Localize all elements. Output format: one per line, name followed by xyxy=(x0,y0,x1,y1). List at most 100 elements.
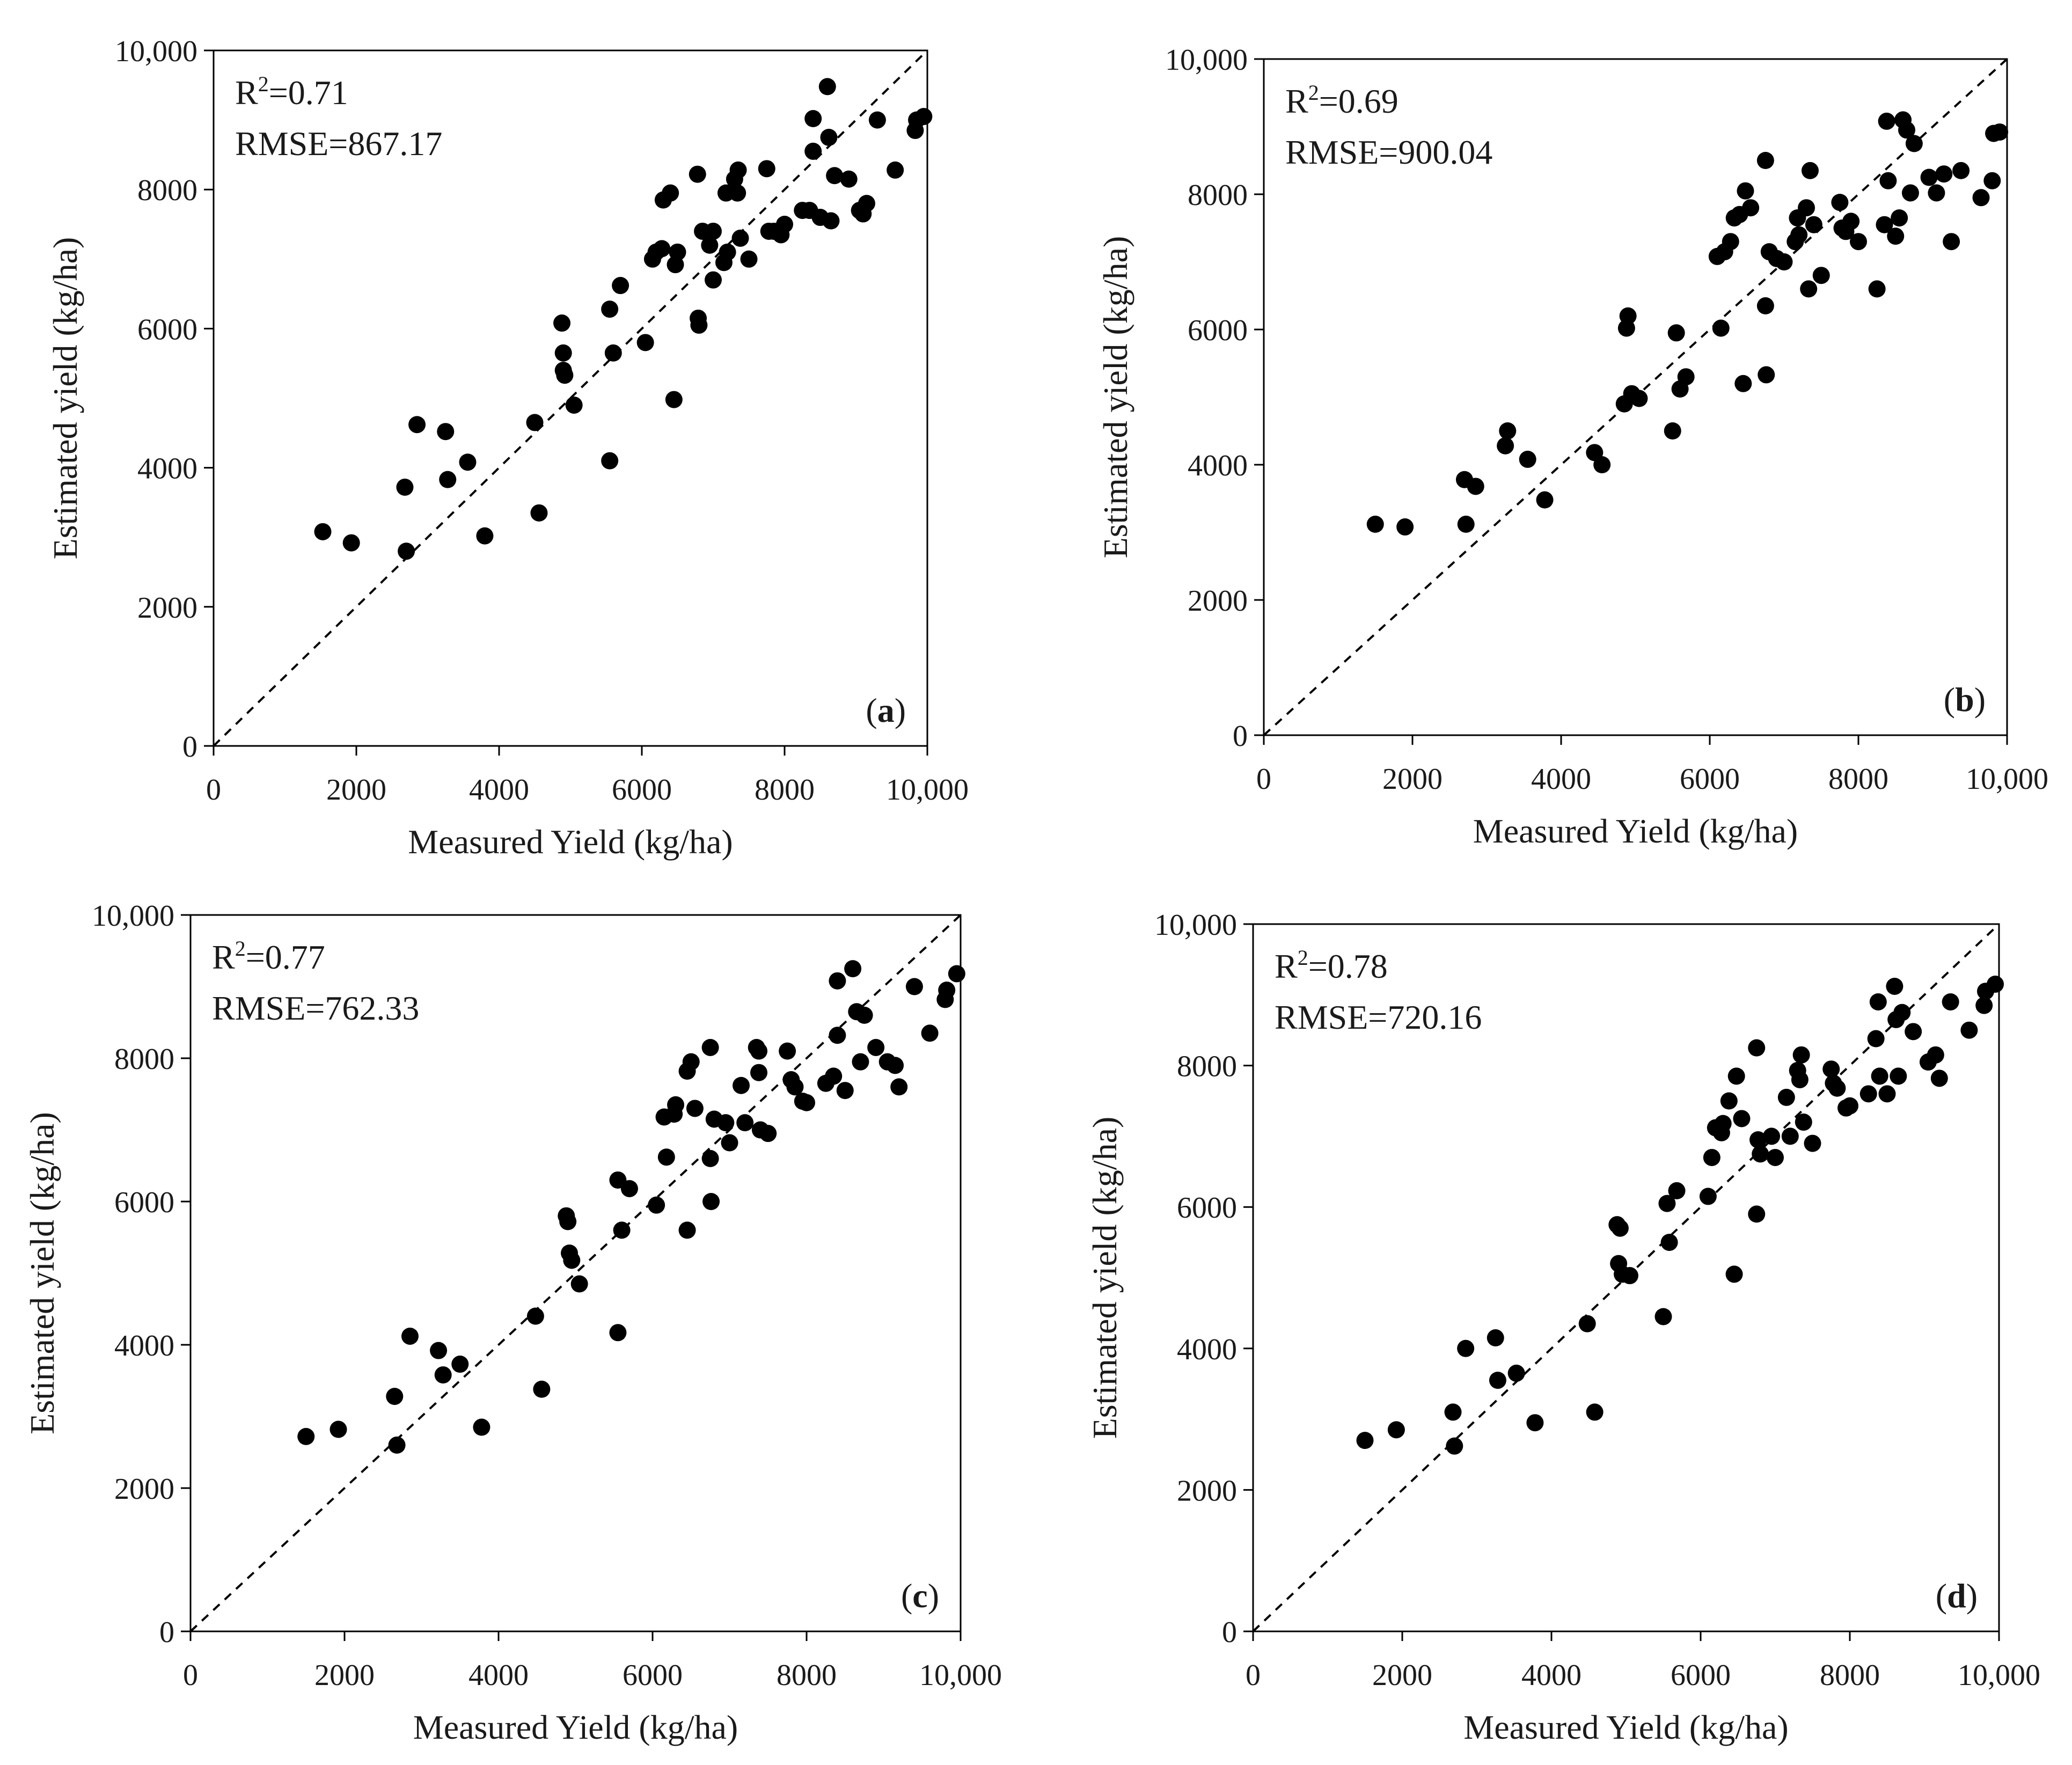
chart-a-data-point xyxy=(858,195,875,213)
chart-a-data-point xyxy=(915,108,933,126)
chart-d-data-point xyxy=(1752,1145,1769,1163)
chart-c-data-point xyxy=(852,1053,869,1071)
chart-d-data-point xyxy=(1828,1079,1846,1097)
chart-d-data-point xyxy=(1586,1403,1604,1421)
chart-c-data-point xyxy=(786,1078,804,1096)
chart-b-r2-prefix: R xyxy=(1285,82,1308,120)
chart-b-rmse-text: RMSE=900.04 xyxy=(1285,133,1492,171)
chart-b-y-tick-label: 4000 xyxy=(1188,449,1248,482)
chart-a: 0 2000 4000 6000 8000 10,000 0 2000 4000 6000 8000… xyxy=(46,35,969,861)
chart-c-data-point xyxy=(825,1067,843,1085)
chart-b-y-tick-label: 8000 xyxy=(1188,179,1248,212)
chart-a-data-point xyxy=(804,110,822,128)
chart-c-data-point xyxy=(620,1180,638,1197)
chart-a-data-point xyxy=(437,423,455,441)
chart-c-data-point xyxy=(297,1427,315,1445)
chart-b-data-point xyxy=(1756,297,1774,314)
chart-d-x-tick-label: 4000 xyxy=(1521,1659,1582,1692)
chart-a-y-tick-label: 8000 xyxy=(137,174,197,207)
chart-b-data-point xyxy=(1664,422,1681,440)
chart-c-data-point xyxy=(702,1193,720,1210)
chart-b-x-tick-label: 0 xyxy=(1256,763,1271,796)
chart-d-data-point xyxy=(1725,1265,1743,1283)
chart-d-data-point xyxy=(1792,1046,1810,1064)
chart-d-data-point xyxy=(1727,1067,1745,1085)
chart-d-x-tick-label: 8000 xyxy=(1820,1659,1880,1692)
chart-d-r2-value: =0.78 xyxy=(1308,947,1388,985)
chart-d-data-point xyxy=(1804,1134,1821,1152)
chart-a-data-point xyxy=(554,344,572,362)
chart-d-data-point xyxy=(1871,1067,1888,1085)
chart-a-x-tick-label: 10,000 xyxy=(886,773,969,807)
chart-d-x-tick-label: 6000 xyxy=(1671,1659,1731,1692)
chart-a-panel-label: (a) xyxy=(866,691,906,729)
chart-d-data-point xyxy=(1777,1088,1795,1106)
chart-c-x-tick-label: 4000 xyxy=(468,1659,529,1692)
chart-c-data-point xyxy=(750,1064,768,1081)
chart-d-data-point xyxy=(1822,1060,1840,1078)
chart-a-x-tick-label: 4000 xyxy=(469,773,529,807)
chart-d-x-tick-label: 0 xyxy=(1246,1659,1261,1692)
chart-c-data-point xyxy=(682,1053,700,1071)
chart-c-r2-prefix: R xyxy=(212,938,235,976)
chart-d-data-point xyxy=(1763,1127,1781,1145)
chart-b-data-point xyxy=(1920,169,1938,186)
chart-d-data-point xyxy=(1703,1148,1720,1166)
chart-b-data-point xyxy=(1536,491,1554,509)
chart-d-data-point xyxy=(1654,1308,1672,1325)
chart-b-data-point xyxy=(1991,123,2009,141)
chart-d-data-point xyxy=(1987,976,2004,993)
chart-a-data-point xyxy=(804,142,822,160)
chart-a-r2-superscript: 2 xyxy=(258,72,269,96)
chart-b-data-point xyxy=(1630,390,1648,407)
chart-c-data-point xyxy=(867,1038,885,1056)
chart-b-data-point xyxy=(1519,450,1536,468)
chart-b-data-point xyxy=(1983,172,2001,189)
chart-a-data-point xyxy=(530,504,548,522)
chart-d-data-point xyxy=(1487,1329,1504,1347)
chart-c-data-point xyxy=(609,1324,627,1342)
chart-d-data-point xyxy=(1942,993,1959,1010)
chart-b-data-point xyxy=(1898,121,1916,139)
chart-b-data-point xyxy=(1467,478,1484,495)
chart-c-y-tick-label: 2000 xyxy=(114,1473,174,1506)
chart-d-r2-prefix: R xyxy=(1275,947,1298,985)
chart-d-data-point xyxy=(1446,1437,1463,1455)
chart-c-panel-letter: c xyxy=(912,1577,927,1615)
chart-b-data-point xyxy=(1396,518,1414,536)
chart-b-y-axis-title: Estimated yield (kg/ha) xyxy=(1096,236,1134,559)
chart-a-y-axis-title: Estimated yield (kg/ha) xyxy=(46,237,84,560)
chart-d-data-point xyxy=(1841,1097,1858,1115)
chart-b-data-point xyxy=(1850,233,1867,251)
chart-c-data-point xyxy=(779,1042,796,1060)
chart-b-y-tick-label: 0 xyxy=(1233,720,1248,753)
chart-d-r2-text: R2=0.78 xyxy=(1275,946,1388,985)
chart-d-data-point xyxy=(1699,1188,1717,1205)
chart-c-data-point xyxy=(721,1134,738,1152)
chart-d-data-point xyxy=(1578,1315,1596,1332)
chart-b-data-point xyxy=(1831,194,1849,211)
chart-d-y-tick-label: 10,000 xyxy=(1154,909,1237,942)
chart-a-data-point xyxy=(740,250,758,268)
chart-b-data-point xyxy=(1798,199,1815,217)
chart-c-data-point xyxy=(759,1125,777,1143)
chart-c-data-point xyxy=(717,1114,735,1132)
chart-b-data-point xyxy=(1499,422,1517,440)
chart-a-data-point xyxy=(820,129,838,146)
chart-a-data-point xyxy=(408,416,426,434)
chart-d-data-point xyxy=(1886,977,1903,995)
chart-d-x-axis-title: Measured Yield (kg/ha) xyxy=(1463,1708,1788,1746)
chart-a-panel-paren-open: ( xyxy=(866,691,877,729)
chart-d-data-point xyxy=(1869,993,1887,1010)
chart-d-panel-letter: d xyxy=(1947,1577,1966,1615)
chart-c-data-point xyxy=(905,978,923,995)
chart-c-r2-superscript: 2 xyxy=(235,936,246,961)
chart-a-data-point xyxy=(526,414,544,431)
chart-b-data-point xyxy=(1619,307,1637,325)
chart-c-data-point xyxy=(401,1327,419,1345)
chart-c-data-point xyxy=(887,1057,904,1074)
chart-b-data-point xyxy=(1366,515,1384,533)
chart-d-y-axis-title: Estimated yield (kg/ha) xyxy=(1086,1117,1124,1439)
chart-b-data-point xyxy=(1805,216,1822,233)
chart-d-data-point xyxy=(1621,1267,1638,1285)
